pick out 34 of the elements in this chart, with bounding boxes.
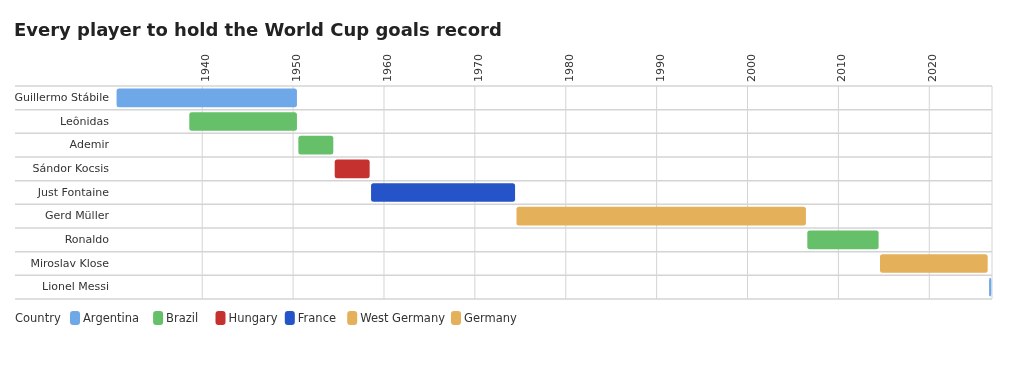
bar [371, 183, 516, 202]
legend-label: West Germany [360, 311, 446, 325]
legend-label: Germany [464, 311, 518, 325]
x-tick-label: 2010 [835, 54, 849, 82]
legend-label: Hungary [228, 311, 278, 325]
y-tick-label: Sándor Kocsis [32, 161, 110, 175]
x-tick-label: 1980 [562, 54, 576, 82]
y-tick-label: Lionel Messi [42, 280, 109, 294]
x-tick-label: 1950 [290, 54, 304, 82]
bar [880, 254, 988, 273]
y-tick-label: Leônidas [60, 114, 110, 128]
y-tick-label: Just Fontaine [36, 185, 110, 199]
bar [334, 159, 370, 179]
y-tick-label: Guillermo Stábile [14, 90, 110, 104]
x-tick-label: 1960 [380, 54, 394, 82]
x-tick-label: 1970 [471, 54, 485, 82]
y-tick-label: Ronaldo [64, 232, 110, 246]
legend-title: Country [15, 311, 61, 325]
bar [298, 135, 334, 155]
y-tick-label: Gerd Müller [45, 209, 110, 223]
x-tick-label: 2000 [744, 54, 758, 82]
chart-title: Every player to hold the World Cup goals record [14, 19, 502, 40]
x-tick-label: 1990 [653, 54, 667, 82]
bar [516, 206, 806, 226]
bar [189, 112, 297, 131]
legend-label: Brazil [166, 311, 199, 325]
bar [807, 230, 879, 250]
y-tick-label: Ademir [69, 138, 110, 152]
x-tick-label: 2020 [926, 54, 940, 82]
legend-label: France [297, 311, 337, 325]
y-tick-label: Miroslav Klose [30, 256, 110, 270]
x-tick-label: 1940 [199, 54, 213, 82]
bar [116, 88, 297, 108]
legend-label: Argentina [83, 311, 140, 325]
